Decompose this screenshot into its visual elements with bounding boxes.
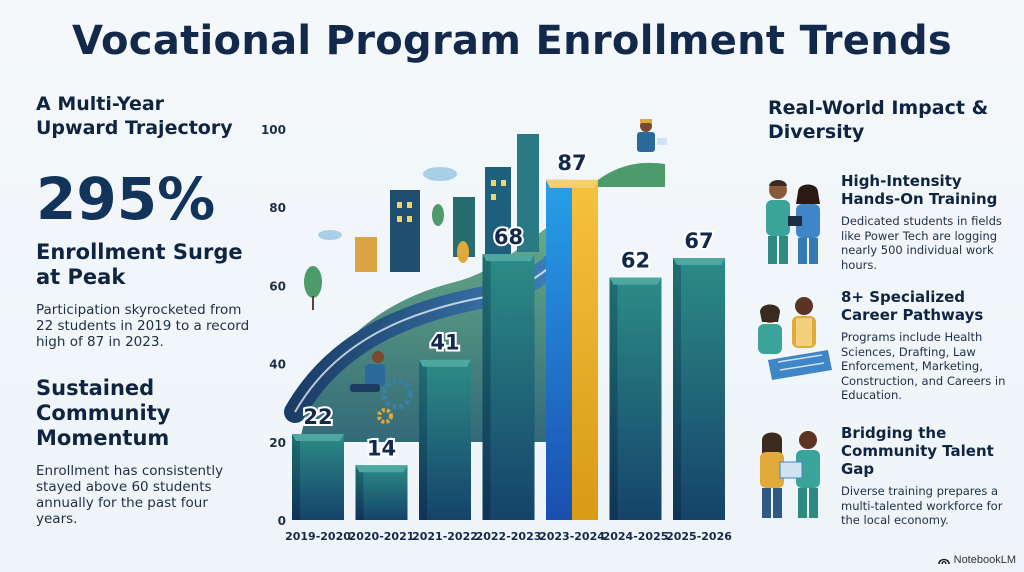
worker-on-peak-icon [595,119,667,187]
bar-side-shade [609,277,618,520]
page-title: Vocational Program Enrollment Trends [71,18,953,64]
talent-gap-card: Bridging the Community Talent Gap Divers… [748,424,1014,534]
medical-students-icon [766,180,820,264]
bar [482,254,535,520]
bar-side-shade [292,433,300,520]
drafting-students-icon [758,297,832,380]
momentum-heading: Sustained Community Momentum [36,376,171,450]
bar-peak-right [572,179,598,520]
right-subtitle: Real-World Impact & Diversity [768,97,989,143]
bar-side-shade [482,254,491,520]
bar-top-face [292,433,344,441]
stat-heading: Enrollment Surge at Peak [36,240,243,289]
bar [355,465,408,520]
left-subtitle: A Multi-Year Upward Trajectory [36,93,233,139]
x-tick-label: 2021-2022 [412,530,478,543]
brand-label: NotebookLM [953,554,1016,566]
bar [292,433,344,520]
x-tick-label: 2024-2025 [603,530,669,543]
workforce-students-icon [760,431,820,518]
brand-watermark: NotebookLM [937,554,1016,566]
y-tick-label: 40 [269,358,286,372]
growth-stat: 295% [36,165,216,233]
trees-icon [304,204,469,310]
x-tick-label: 2022-2023 [476,530,542,543]
bar-value-label: 62 [621,249,650,273]
bar-value-label: 14 [367,436,396,460]
training-card: High-Intensity Hands-On Training Dedicat… [748,172,1014,282]
bar-top-face [482,254,535,262]
card-title: 8+ Specialized Career Pathways [841,288,984,324]
y-tick-label: 100 [261,123,286,137]
bar-top-face [546,179,598,188]
bar-side-shade [673,258,681,520]
bar-top-face [355,465,408,473]
bar-top-face [609,277,662,285]
bar-value-label: 22 [303,405,332,429]
y-axis: 0 20 40 60 80 100 [261,123,286,528]
card-text: Diverse training prepares a multi-talent… [841,484,1003,527]
bar-value-label: 67 [684,229,713,253]
left-panel: A Multi-Year Upward Trajectory 295% Enro… [36,92,251,527]
bar-side-shade [419,359,427,520]
x-tick-label: 2019-2020 [285,530,351,543]
bar [673,258,725,520]
x-tick-label: 2020-2021 [349,530,415,543]
card-title: High-Intensity Hands-On Training [841,172,998,208]
card-text: Programs include Health Sciences, Drafti… [841,330,1006,402]
x-tick-label: 2023-2024 [539,530,605,543]
right-panel: Real-World Impact & Diversity High-Inten… [748,96,1014,527]
cloud-icon [318,167,457,240]
x-axis: 2019-20202020-20212021-20222022-20232023… [285,530,732,543]
notebooklm-logo-icon [937,558,950,565]
y-tick-label: 20 [269,436,286,450]
stat-text: Participation skyrocketed from 22 studen… [36,302,250,350]
city-buildings-icon [355,134,539,272]
bar-side-shade [355,465,364,520]
y-tick-label: 80 [269,201,286,215]
bar-value-label: 87 [557,151,586,175]
pathways-card: 8+ Specialized Career Pathways Programs … [748,288,1014,402]
y-tick-label: 0 [278,514,286,528]
momentum-text: Enrollment has consistently stayed above… [36,463,224,527]
card-text: Dedicated students in fields like Power … [841,214,1002,272]
bar-value-label: 68 [494,225,523,249]
bar [419,359,471,520]
bar-top-face [673,258,725,266]
bars-group: 22 14 41 68 87 62 67 [292,149,725,520]
bar [609,277,662,520]
x-tick-label: 2025-2026 [666,530,732,543]
bar-value-label: 41 [430,331,459,355]
worker-with-gears-icon [350,351,413,424]
card-title: Bridging the Community Talent Gap [841,424,994,478]
bar-peak-left [546,179,572,520]
y-tick-label: 60 [269,279,286,293]
bar-top-face [419,359,471,367]
